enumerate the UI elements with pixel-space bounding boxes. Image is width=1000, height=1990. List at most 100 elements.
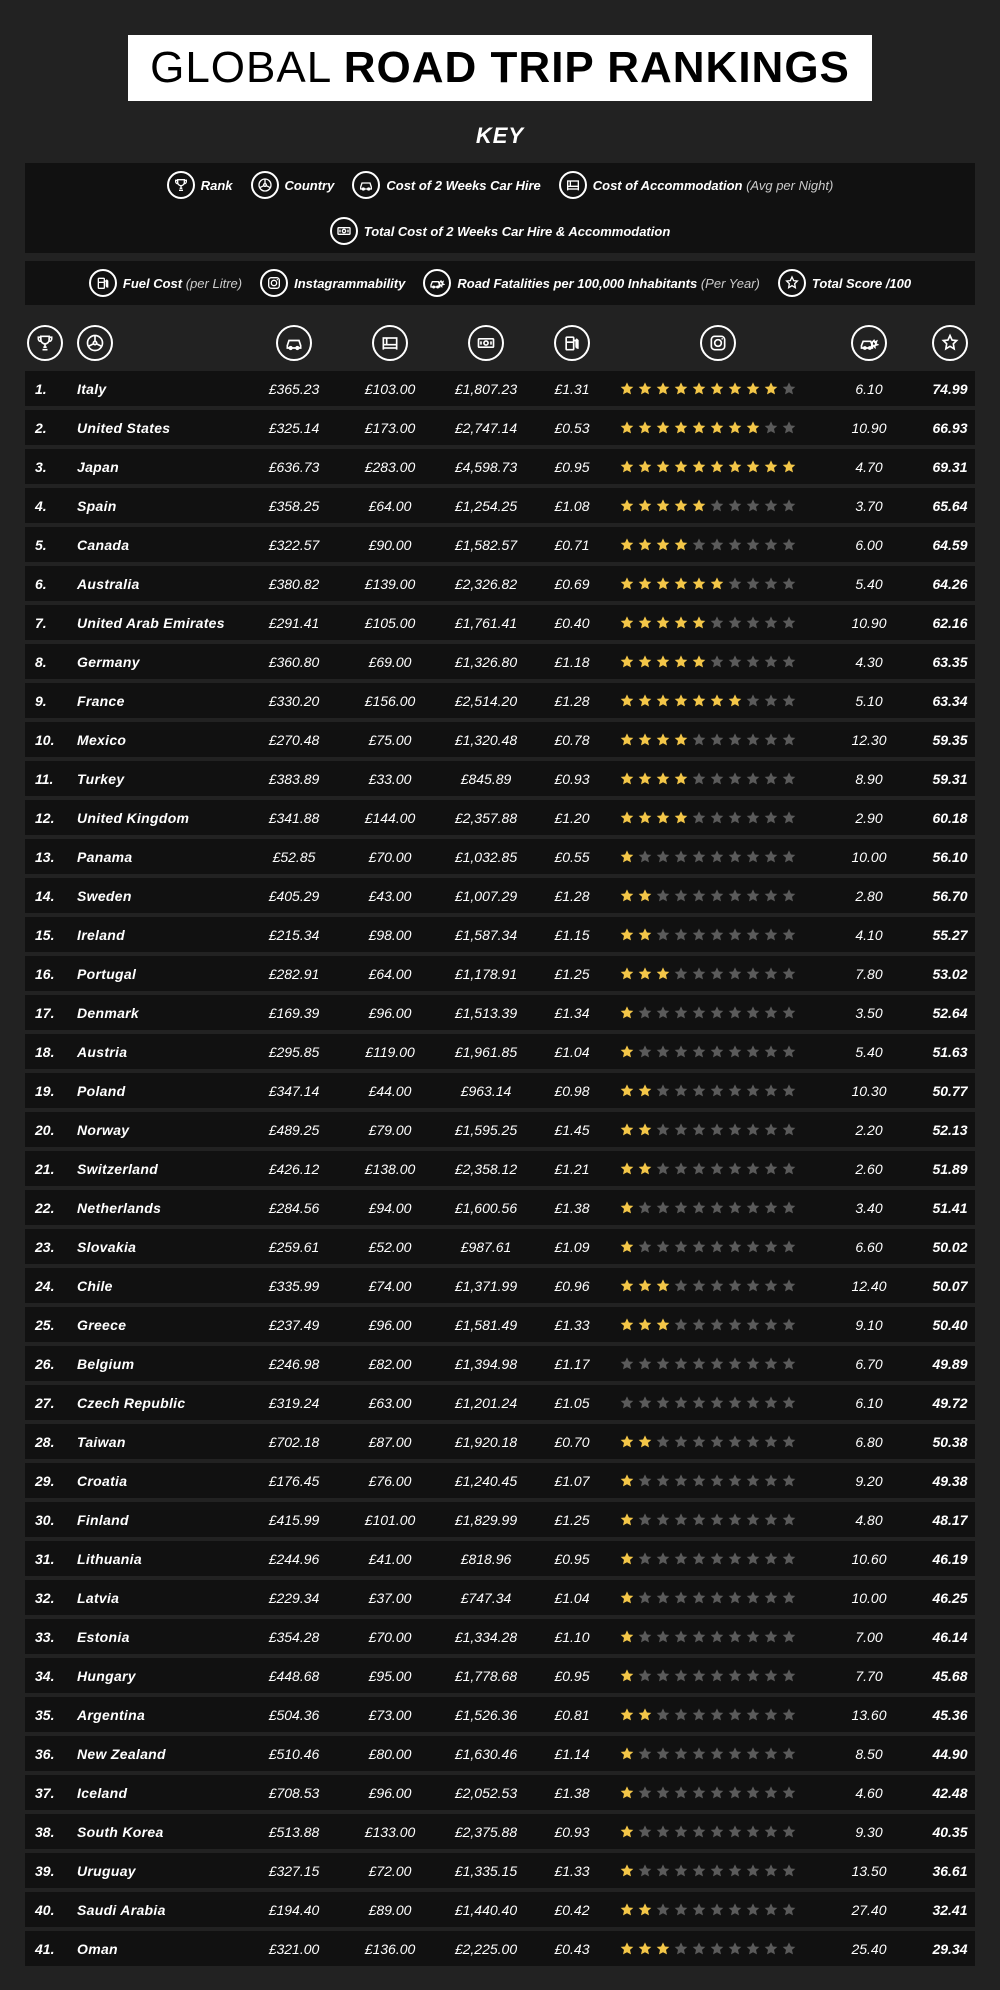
cell-total: £1,581.49 — [441, 1317, 531, 1333]
star-icon — [691, 1122, 707, 1138]
cell-score: 50.77 — [915, 1083, 985, 1099]
cell-country: Germany — [73, 654, 243, 670]
cell-score: 62.16 — [915, 615, 985, 631]
legend-label: Country — [285, 178, 335, 193]
star-icon — [619, 537, 635, 553]
star-icon — [763, 1941, 779, 1957]
cell-rank: 22. — [25, 1200, 67, 1216]
star-icon — [727, 849, 743, 865]
star-icon — [709, 1395, 725, 1411]
cell-country: Spain — [73, 498, 243, 514]
star-icon — [727, 1668, 743, 1684]
star-icon — [745, 576, 761, 592]
star-icon — [745, 1200, 761, 1216]
star-icon — [781, 1512, 797, 1528]
trophy-icon — [167, 171, 195, 199]
star-icon — [763, 1005, 779, 1021]
cell-fuel: £1.08 — [537, 498, 607, 514]
star-icon — [781, 654, 797, 670]
cell-hire: £347.14 — [249, 1083, 339, 1099]
star-icon — [691, 1239, 707, 1255]
star-icon — [691, 420, 707, 436]
star-icon — [745, 1317, 761, 1333]
star-icon — [763, 927, 779, 943]
star-icon — [781, 1083, 797, 1099]
legend-item-insta: Instagrammability — [260, 269, 405, 297]
cell-country: United States — [73, 420, 243, 436]
cell-fuel: £0.71 — [537, 537, 607, 553]
star-icon — [637, 771, 653, 787]
cell-score: 46.14 — [915, 1629, 985, 1645]
star-icon — [781, 693, 797, 709]
cell-rank: 32. — [25, 1590, 67, 1606]
cell-fatalities: 12.40 — [829, 1278, 909, 1294]
star-icon — [709, 1200, 725, 1216]
cell-hire: £365.23 — [249, 381, 339, 397]
header-insta — [700, 325, 736, 361]
star-icon — [655, 1278, 671, 1294]
cell-fatalities: 7.70 — [829, 1668, 909, 1684]
star-icon — [691, 966, 707, 982]
star-icon — [932, 325, 968, 361]
star-icon — [781, 1200, 797, 1216]
star-icon — [709, 381, 725, 397]
cell-score: 51.63 — [915, 1044, 985, 1060]
star-icon — [619, 1395, 635, 1411]
star-icon — [637, 1161, 653, 1177]
table-row: 38. South Korea £513.88 £133.00 £2,375.8… — [25, 1814, 975, 1849]
star-icon — [745, 654, 761, 670]
star-icon — [691, 1005, 707, 1021]
legend-label: Road Fatalities per 100,000 Inhabitants … — [457, 276, 760, 291]
star-icon — [691, 1395, 707, 1411]
cell-accom: £103.00 — [345, 381, 435, 397]
star-icon — [619, 1161, 635, 1177]
cell-country: Latvia — [73, 1590, 243, 1606]
star-icon — [781, 1746, 797, 1762]
cell-score: 50.38 — [915, 1434, 985, 1450]
star-icon — [781, 576, 797, 592]
star-icon — [655, 1902, 671, 1918]
cell-hire: £194.40 — [249, 1902, 339, 1918]
star-icon — [709, 693, 725, 709]
cell-hire: £702.18 — [249, 1434, 339, 1450]
cell-country: Czech Republic — [73, 1395, 243, 1411]
star-icon — [619, 1122, 635, 1138]
cell-fuel: £1.20 — [537, 810, 607, 826]
cell-fatalities: 10.30 — [829, 1083, 909, 1099]
star-icon — [745, 1395, 761, 1411]
star-icon — [781, 420, 797, 436]
cell-rank: 36. — [25, 1746, 67, 1762]
star-icon — [691, 1551, 707, 1567]
cell-fatalities: 10.90 — [829, 615, 909, 631]
cell-fatalities: 3.50 — [829, 1005, 909, 1021]
star-icon — [619, 1278, 635, 1294]
table-row: 37. Iceland £708.53 £96.00 £2,052.53 £1.… — [25, 1775, 975, 1810]
star-icon — [655, 1317, 671, 1333]
star-icon — [745, 1824, 761, 1840]
cell-stars — [613, 498, 823, 514]
star-icon — [655, 615, 671, 631]
star-icon — [691, 1083, 707, 1099]
star-icon — [745, 1785, 761, 1801]
cell-rank: 39. — [25, 1863, 67, 1879]
cell-fuel: £1.18 — [537, 654, 607, 670]
star-icon — [673, 1122, 689, 1138]
star-icon — [619, 1941, 635, 1957]
cell-rank: 26. — [25, 1356, 67, 1372]
star-icon — [745, 1083, 761, 1099]
star-icon — [691, 1200, 707, 1216]
star-icon — [763, 1902, 779, 1918]
star-icon — [619, 1356, 635, 1372]
cell-score: 52.13 — [915, 1122, 985, 1138]
cell-accom: £63.00 — [345, 1395, 435, 1411]
star-icon — [709, 927, 725, 943]
cell-fatalities: 9.30 — [829, 1824, 909, 1840]
star-icon — [691, 381, 707, 397]
trophy-icon — [27, 325, 63, 361]
star-icon — [673, 1161, 689, 1177]
key-heading: KEY — [15, 123, 985, 149]
star-icon — [619, 810, 635, 826]
cell-fuel: £1.09 — [537, 1239, 607, 1255]
header-money — [468, 325, 504, 361]
legend-label: Instagrammability — [294, 276, 405, 291]
